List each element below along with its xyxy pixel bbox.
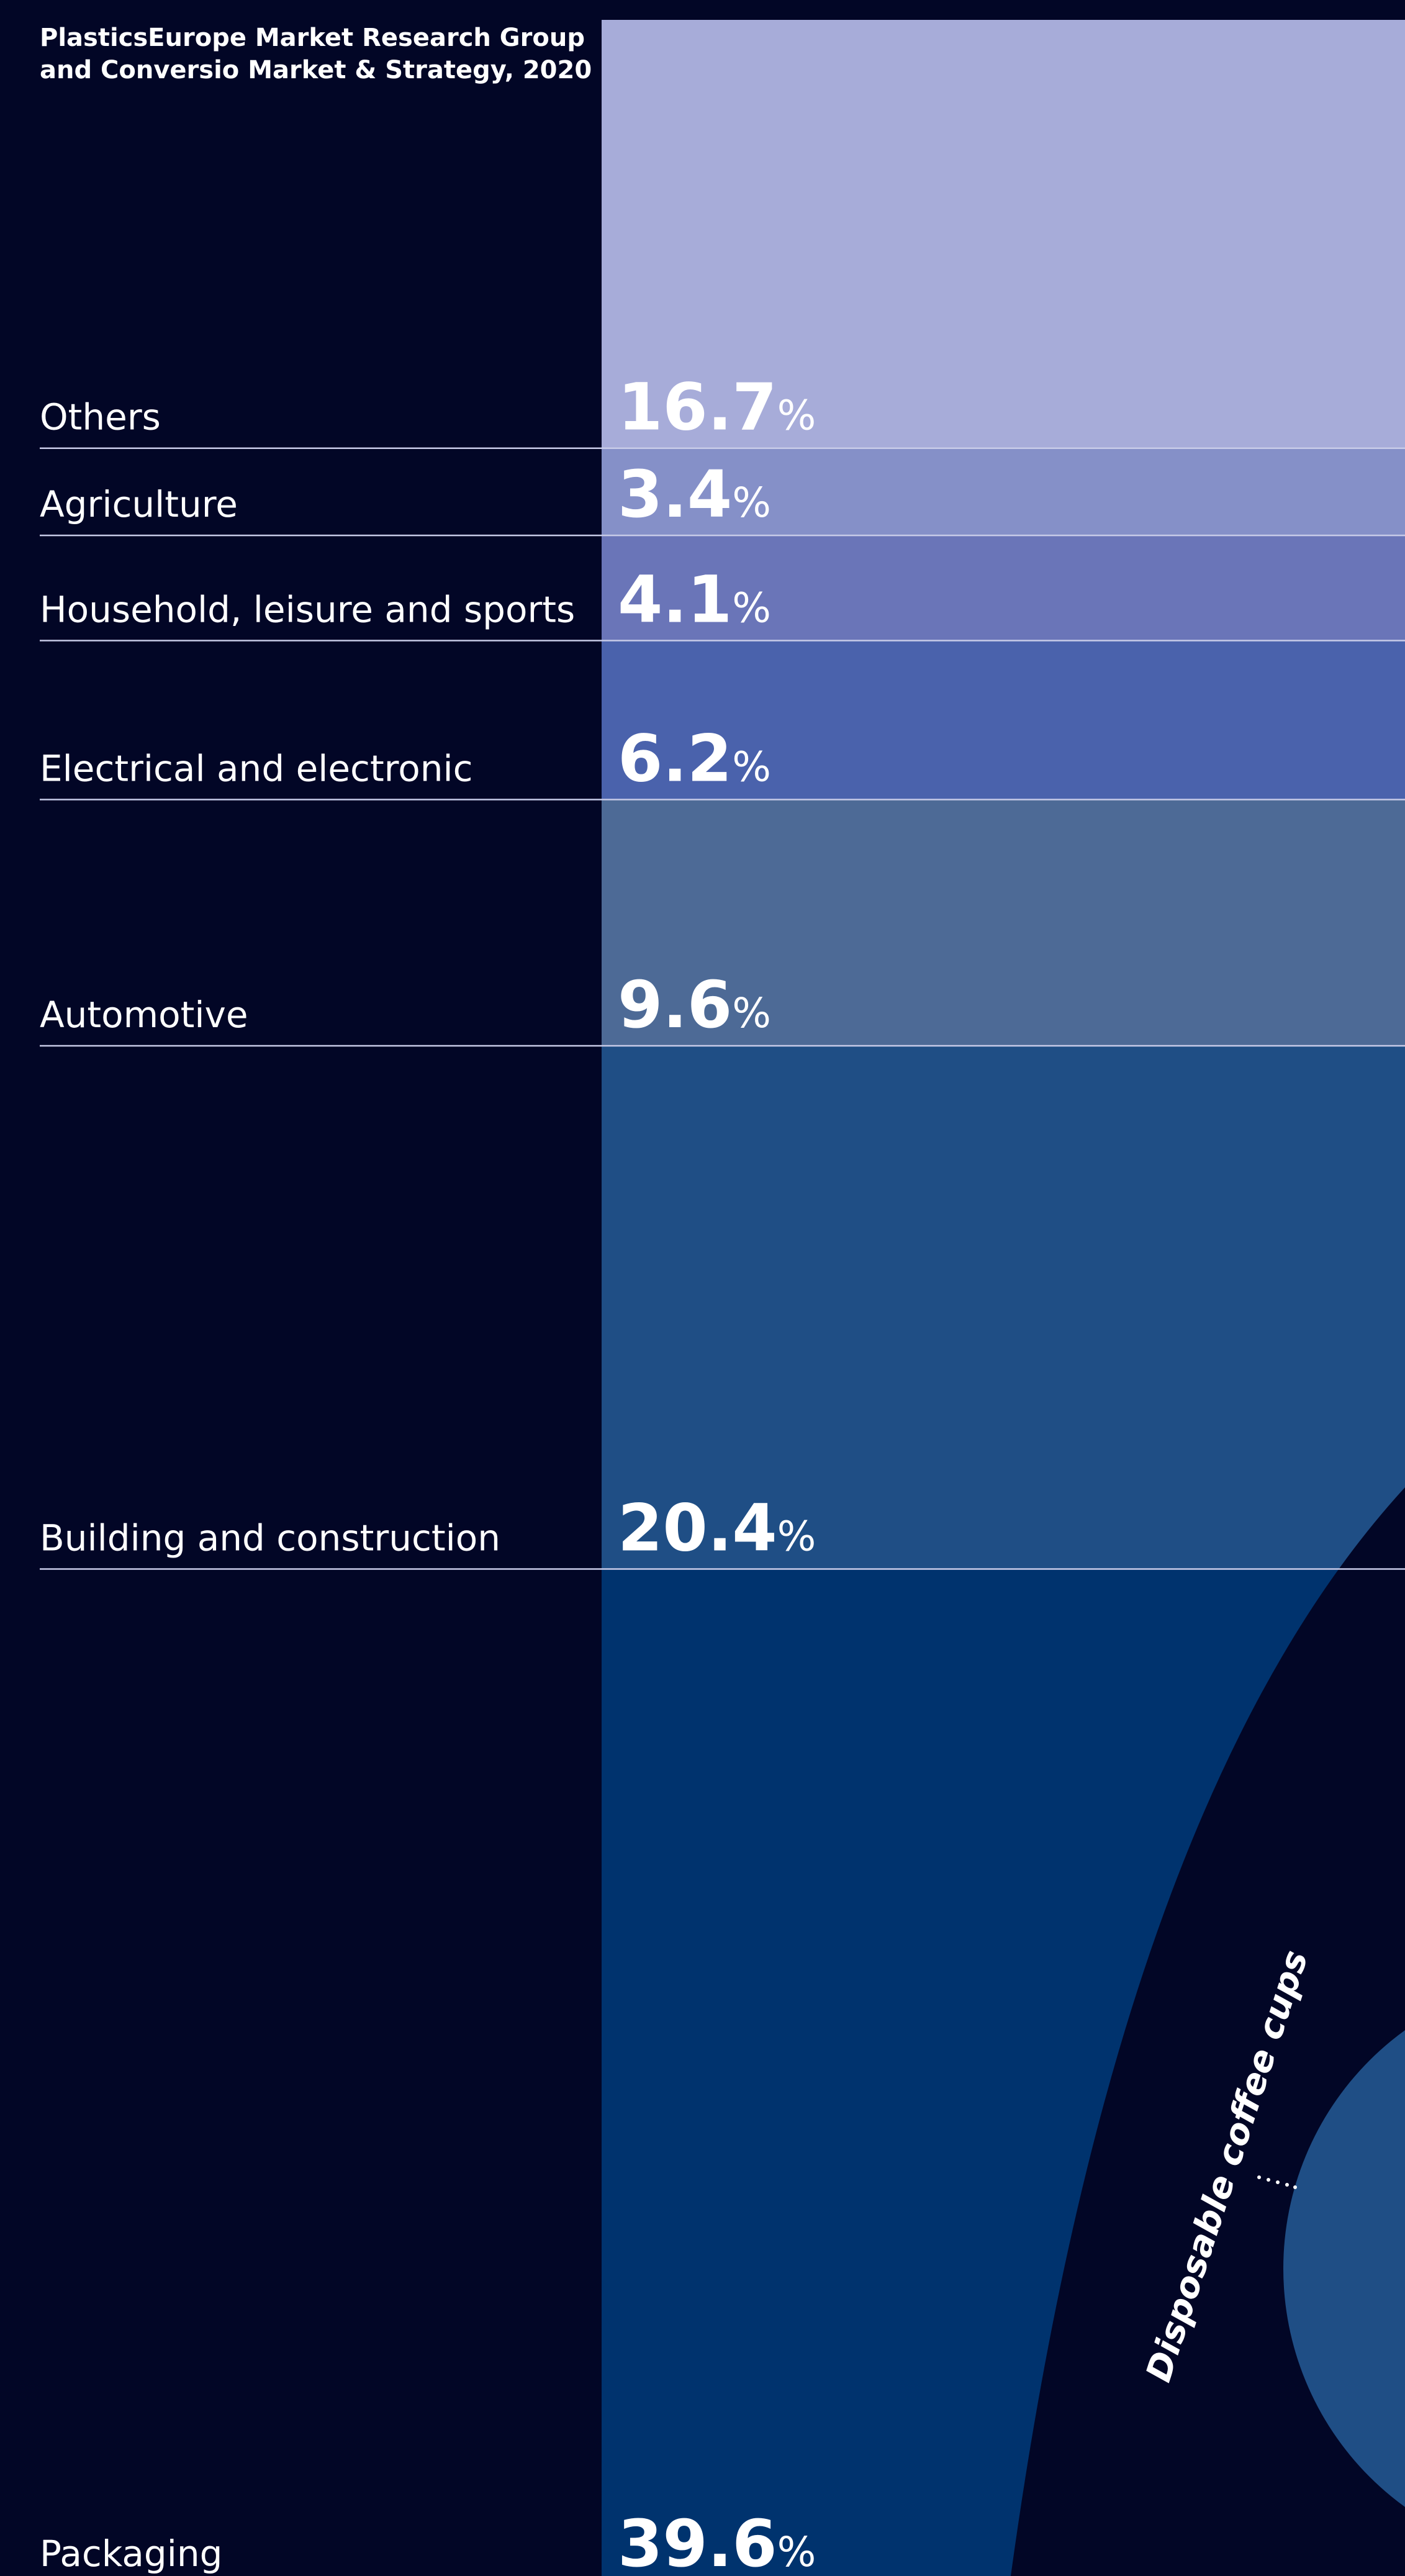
dotted-leader [1257, 2175, 1297, 2189]
category-label: Building and construction [40, 1517, 500, 1559]
value-label: 16.7% [618, 370, 816, 445]
cup-circle [1283, 2030, 1405, 2507]
bar-segment [602, 1046, 1405, 1569]
category-label: Agriculture [40, 483, 238, 525]
labels: Others 16.7% Agriculture 3.4% Household, lei… [40, 370, 1405, 2576]
value-label: 4.1% [618, 561, 771, 637]
value-label: 6.2% [618, 721, 771, 797]
bar-segment [602, 799, 1405, 1046]
bar-segment [602, 535, 1405, 641]
value-label: 3.4% [618, 456, 771, 532]
value-label: 39.6% [618, 2506, 816, 2576]
source-line: and Conversio Market & Strategy, 2020 [40, 56, 592, 84]
bar-segment [602, 20, 1405, 448]
bar-segment [602, 640, 1405, 800]
category-label: Packaging [40, 2533, 222, 2575]
category-label: Automotive [40, 994, 248, 1036]
value-label: 20.4% [618, 1490, 816, 1566]
source-line: PlasticsEurope Market Research Group [40, 24, 585, 52]
bar-segment [602, 448, 1405, 536]
category-label: Others [40, 396, 161, 438]
value-label: 9.6% [618, 967, 771, 1043]
category-label: Household, leisure and sports [40, 588, 575, 630]
category-label: Electrical and electronic [40, 748, 473, 790]
